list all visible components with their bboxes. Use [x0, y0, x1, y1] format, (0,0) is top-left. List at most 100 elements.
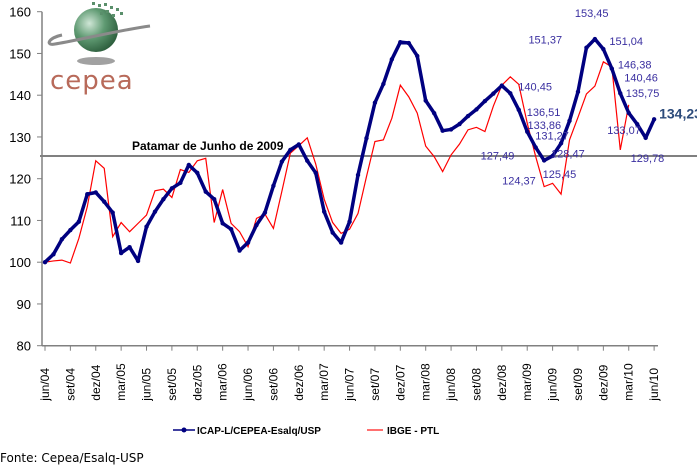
y-tick-label: 90 — [17, 297, 31, 312]
data-point-icap — [169, 186, 175, 191]
data-point-icap — [85, 191, 90, 197]
logo-globe — [74, 8, 118, 52]
data-point-icap — [626, 110, 631, 116]
data-point-icap — [338, 240, 344, 245]
data-point-icap — [457, 121, 462, 127]
data-point-icap — [59, 237, 65, 242]
legend-item-ibge: IBGE - PTL — [367, 426, 439, 437]
data-point-icap — [330, 230, 335, 235]
data-label: 134,23 — [659, 105, 697, 121]
data-point-icap — [127, 244, 132, 250]
data-label: 124,37 — [502, 175, 536, 187]
data-label: 133,07 — [607, 125, 641, 137]
x-tick-label: set/07 — [368, 368, 382, 401]
y-tick-label: 150 — [9, 46, 31, 61]
data-point-icap — [491, 91, 496, 96]
x-tick-label: dez/08 — [495, 364, 509, 400]
data-label: 133,86 — [528, 120, 562, 132]
logo-orbit — [47, 24, 151, 46]
data-point-icap — [76, 219, 82, 224]
data-point-icap — [584, 45, 589, 50]
data-point-icap — [482, 98, 488, 104]
legend-label-icap: ICAP-L/CEPEA-Esalq/USP — [197, 426, 321, 437]
data-point-icap — [313, 170, 318, 176]
data-point-icap — [592, 36, 598, 42]
data-point-icap — [609, 66, 615, 71]
data-point-icap — [288, 147, 293, 153]
data-point-icap — [364, 136, 369, 141]
data-point-icap — [635, 121, 640, 127]
data-point-icap — [68, 227, 73, 233]
data-label: 146,38 — [618, 60, 652, 72]
data-point-icap — [601, 46, 606, 52]
data-point-icap — [321, 209, 327, 214]
y-tick-label: 160 — [9, 5, 31, 20]
data-point-icap — [431, 110, 437, 116]
data-point-icap — [465, 113, 471, 119]
data-point-icap — [161, 196, 166, 202]
annotations: 140,45 136,51 131,27 127,49 124,37 125,45 128,… — [481, 8, 697, 187]
data-point-icap — [237, 248, 242, 253]
y-tick-label: 80 — [17, 339, 31, 354]
data-label: 151,37 — [528, 35, 562, 47]
x-tick-label: jun/08 — [444, 368, 458, 402]
y-tick-label: 110 — [10, 213, 31, 228]
axes: 80 90 100 110 120 130 140 150 160 jun/04 set/04 dez… — [9, 5, 661, 402]
data-point-icap — [550, 153, 555, 159]
data-point-icap — [271, 183, 276, 188]
data-point-icap — [228, 227, 234, 232]
cepea-logo: cepea — [47, 2, 151, 96]
reference-line-label: Patamar de Junho de 2009 — [132, 139, 284, 153]
y-tick-label: 130 — [9, 130, 31, 145]
data-point-icap — [296, 142, 301, 147]
x-tick-label: set/06 — [266, 368, 280, 401]
data-point-icap — [135, 258, 141, 264]
data-point-icap — [651, 117, 657, 122]
logo-text: cepea — [50, 66, 134, 96]
data-point-icap — [42, 260, 48, 265]
data-label: 127,49 — [481, 150, 515, 162]
data-point-icap — [440, 128, 445, 133]
x-tick-label: dez/06 — [292, 364, 306, 400]
data-point-icap — [508, 91, 513, 96]
x-tick-label: dez/04 — [89, 364, 103, 400]
y-tick-label: 120 — [9, 172, 31, 187]
legend-label-ibge: IBGE - PTL — [387, 426, 439, 437]
data-point-icap — [575, 89, 581, 95]
data-point-icap — [499, 83, 505, 88]
legend: ICAP-L/CEPEA-Esalq/USP IBGE - PTL — [173, 426, 439, 437]
x-tick-label: mar/09 — [520, 363, 534, 401]
source-note: Fonte: Cepea/Esalq-USP — [0, 451, 144, 465]
data-point-icap — [643, 135, 648, 141]
x-tick-label: set/09 — [571, 368, 585, 401]
x-tick-label: jun/10 — [647, 368, 661, 402]
logo-shadow — [77, 57, 115, 65]
data-label: 125,45 — [543, 169, 577, 181]
data-point-icap — [254, 222, 259, 228]
x-tick-label: mar/10 — [622, 363, 636, 401]
data-label: 128,47 — [551, 148, 585, 160]
x-tick-label: dez/07 — [393, 364, 407, 400]
data-label: 140,45 — [518, 81, 552, 93]
data-label: 151,04 — [609, 36, 643, 48]
data-point-icap — [144, 224, 149, 229]
data-label: 131,27 — [535, 131, 569, 143]
data-label: 136,51 — [527, 107, 561, 119]
data-point-icap — [406, 40, 411, 46]
x-tick-label: mar/07 — [317, 363, 331, 401]
data-point-icap — [389, 57, 395, 62]
data-point-icap — [152, 209, 158, 214]
data-label: 135,75 — [626, 88, 660, 100]
data-point-icap — [516, 107, 521, 112]
x-tick-label: set/08 — [469, 368, 483, 401]
data-point-icap — [347, 219, 352, 224]
x-tick-label: mar/06 — [216, 363, 230, 401]
data-point-icap — [118, 250, 124, 256]
legend-item-icap: ICAP-L/CEPEA-Esalq/USP — [173, 426, 321, 437]
x-tick-label: jun/07 — [343, 368, 357, 402]
data-point-icap — [178, 180, 183, 186]
data-point-icap — [355, 172, 361, 178]
logo-pixels — [92, 2, 123, 17]
y-tick-label: 140 — [9, 88, 31, 103]
data-point-icap — [195, 170, 200, 176]
